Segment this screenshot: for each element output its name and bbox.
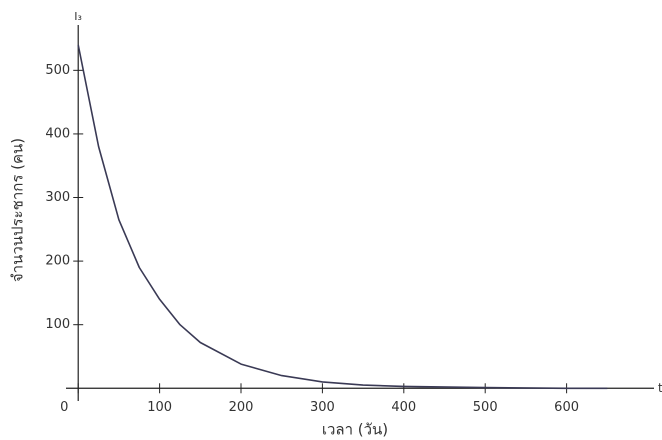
y-axis-symbol: I₃	[74, 10, 82, 23]
y-tick-label: 300	[45, 190, 70, 205]
x-tick-label: 400	[391, 400, 416, 415]
x-tick-label: 200	[229, 400, 254, 415]
data-line	[77, 44, 608, 390]
x-tick-label: 500	[473, 400, 498, 415]
x-tick-label: 0	[60, 400, 68, 415]
y-tick-label: 400	[45, 126, 70, 141]
x-tick-label: 100	[147, 400, 172, 415]
x-tick-label: 300	[310, 400, 335, 415]
x-axis-label: เวลา (วัน)	[322, 421, 388, 439]
y-tick-label: 100	[45, 317, 70, 332]
y-tick-label: 200	[45, 254, 70, 269]
y-tick-label: 500	[45, 63, 70, 78]
x-tick-label: 600	[554, 400, 579, 415]
x-axis-symbol: t	[658, 381, 662, 395]
y-axis-label: จำนวนประชากร (คน)	[9, 138, 27, 282]
